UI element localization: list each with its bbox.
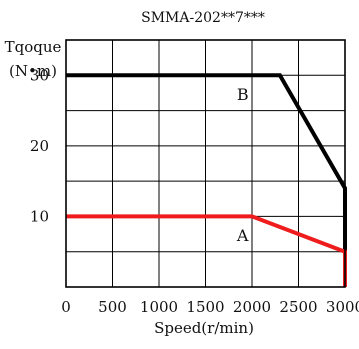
y-axis-label-line1: Tqoque (5, 38, 62, 56)
y-tick-label: 10 (30, 207, 49, 225)
grid (66, 40, 345, 287)
curve-labels: BA (236, 85, 249, 245)
curve-label-b: B (237, 85, 249, 104)
x-tick-label: 2500 (279, 298, 317, 316)
x-tick-label: 1500 (186, 298, 224, 316)
x-axis-label: Speed(r/min) (154, 319, 254, 337)
x-tick-label: 0 (61, 298, 71, 316)
y-tick-label: 20 (30, 137, 49, 155)
y-tick-labels: 10 20 30 (30, 66, 49, 225)
plot-frame (65, 39, 346, 288)
curve-label-a: A (236, 226, 249, 245)
y-tick-label: 30 (30, 66, 49, 84)
x-tick-label: 500 (98, 298, 127, 316)
x-tick-label: 2000 (233, 298, 271, 316)
x-tick-label: 1000 (140, 298, 178, 316)
chart-title: SMMA-202**7*** (141, 10, 265, 26)
x-tick-labels: 0 500 1000 1500 2000 2500 3000 (61, 298, 359, 316)
x-tick-label: 3000 (326, 298, 359, 316)
y-axis-label-line2: (N•m) (9, 62, 57, 80)
